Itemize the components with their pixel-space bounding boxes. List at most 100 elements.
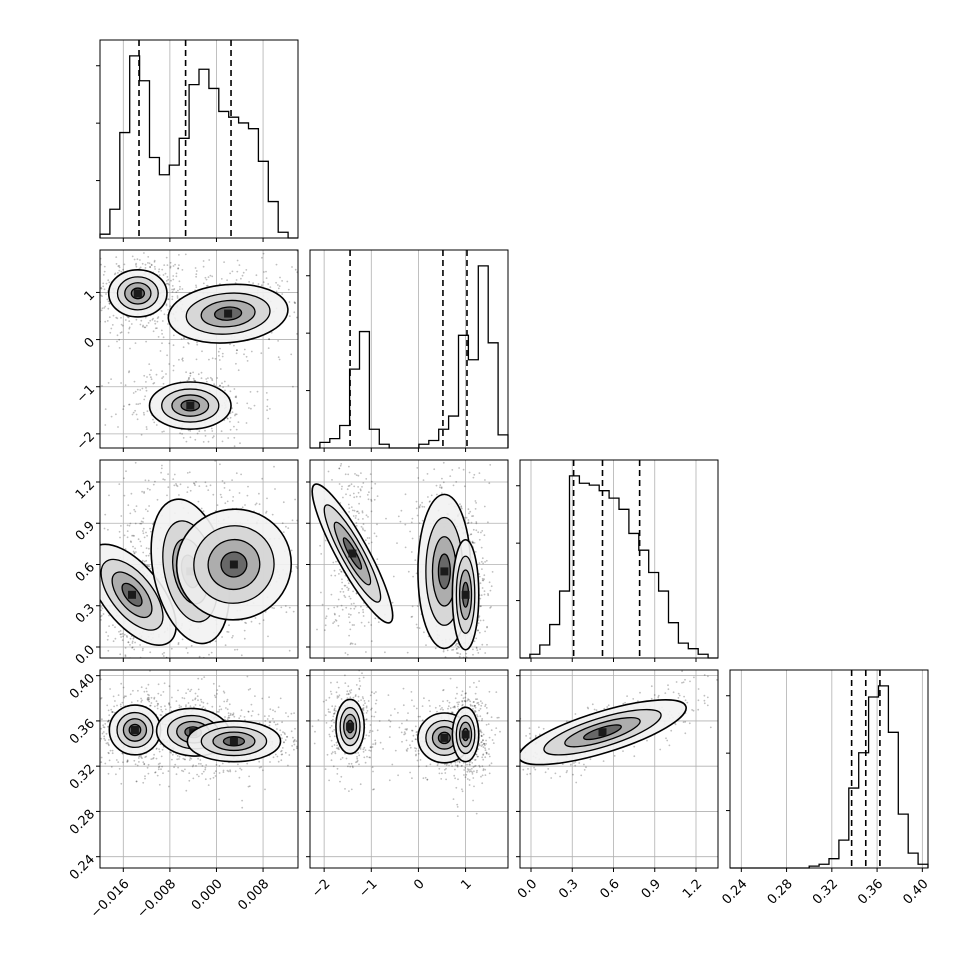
sample-point — [301, 510, 303, 512]
sample-point — [362, 608, 364, 611]
sample-point — [475, 521, 478, 523]
sample-point — [285, 712, 287, 714]
sample-point — [121, 632, 124, 635]
sample-point — [194, 692, 197, 695]
sample-point — [252, 282, 255, 284]
sample-point — [361, 672, 363, 675]
sample-point — [114, 700, 116, 702]
sample-point — [338, 748, 340, 751]
sample-point — [109, 749, 112, 752]
sample-point — [272, 709, 274, 712]
sample-point — [354, 694, 357, 696]
sample-point — [201, 772, 204, 775]
sample-point — [246, 762, 249, 765]
sample-point — [234, 648, 236, 651]
sample-point — [325, 615, 328, 618]
sample-point — [330, 725, 333, 727]
sample-point — [490, 606, 492, 608]
sample-point — [224, 716, 226, 718]
sample-point — [407, 570, 410, 573]
sample-point — [162, 691, 165, 693]
sample-point — [333, 729, 336, 731]
sample-point — [349, 696, 352, 699]
sample-point — [93, 632, 95, 634]
sample-point — [76, 272, 78, 274]
sample-point — [121, 701, 124, 704]
sample-point — [200, 698, 202, 701]
sample-point — [143, 374, 146, 377]
sample-point — [177, 267, 180, 269]
sample-point — [365, 662, 367, 664]
sample-point — [328, 779, 330, 782]
sample-point — [249, 391, 252, 393]
sample-point — [421, 660, 423, 662]
sample-point — [236, 259, 239, 262]
sample-point — [181, 358, 184, 361]
sample-point — [440, 449, 442, 451]
sample-point — [218, 711, 220, 713]
sample-point — [188, 779, 191, 782]
sample-point — [122, 686, 125, 689]
sample-point — [374, 711, 377, 713]
sample-point — [359, 488, 362, 491]
sample-point — [214, 696, 217, 699]
sample-point — [244, 621, 247, 624]
sample-point — [108, 281, 111, 284]
sample-point — [294, 302, 296, 304]
sample-point — [148, 547, 150, 550]
sample-point — [115, 316, 118, 319]
sample-point — [146, 766, 149, 769]
sample-point — [132, 545, 134, 548]
sample-point — [423, 506, 426, 508]
sample-point — [294, 302, 296, 304]
sample-point — [90, 308, 92, 310]
sample-point — [273, 721, 276, 724]
sample-point — [261, 256, 263, 259]
sample-point — [107, 725, 109, 728]
sample-point — [246, 675, 249, 678]
sample-point — [295, 565, 298, 568]
sample-point — [300, 587, 302, 589]
sample-point — [94, 411, 96, 413]
sample-point — [118, 266, 121, 269]
y-tick-label: 0.24 — [67, 852, 98, 883]
sample-point — [105, 293, 107, 295]
sample-point — [133, 508, 136, 511]
sample-point — [232, 712, 235, 715]
sample-point — [236, 349, 239, 352]
sample-point — [185, 789, 188, 792]
sample-point — [172, 278, 175, 281]
sample-point — [359, 495, 362, 498]
sample-point — [293, 739, 296, 741]
sample-point — [157, 683, 160, 686]
sample-point — [133, 552, 136, 555]
sample-point — [163, 667, 165, 669]
sample-point — [266, 718, 269, 720]
sample-point — [149, 266, 152, 269]
sample-point — [442, 481, 445, 484]
sample-point — [143, 560, 146, 563]
sample-point — [293, 739, 295, 742]
sample-point — [235, 352, 238, 355]
sample-point — [162, 274, 165, 276]
sample-point — [128, 524, 131, 527]
sample-point — [348, 634, 350, 637]
sample-point — [176, 755, 179, 757]
sample-point — [105, 631, 108, 634]
sample-point — [362, 750, 365, 753]
sample-point — [346, 586, 348, 589]
sample-point — [355, 525, 358, 527]
sample-point — [195, 358, 198, 361]
sample-point — [338, 483, 341, 485]
sample-point — [362, 611, 365, 614]
sample-point — [189, 665, 191, 667]
sample-point — [340, 775, 343, 778]
sample-point — [476, 649, 479, 651]
panel-frame — [99, 669, 299, 869]
sample-point — [370, 498, 372, 501]
sample-point — [473, 666, 475, 668]
sample-point — [171, 758, 173, 761]
sample-point — [112, 711, 114, 713]
sample-point — [144, 756, 147, 758]
sample-point — [247, 710, 250, 713]
